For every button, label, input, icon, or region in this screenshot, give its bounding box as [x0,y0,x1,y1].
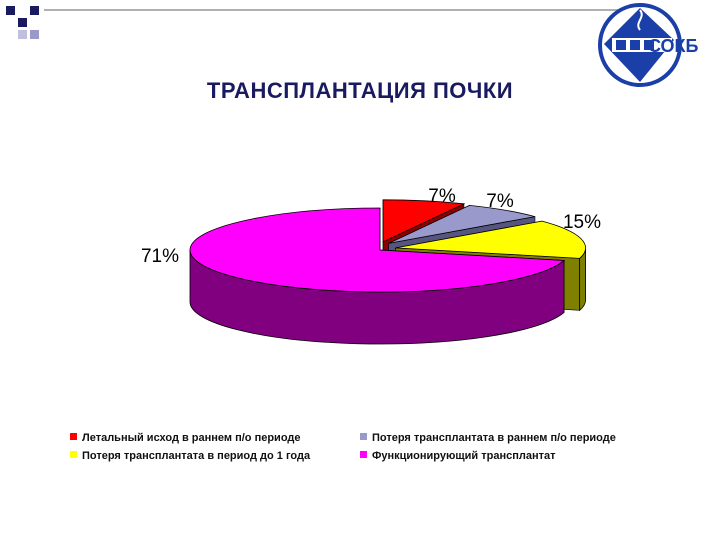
legend-item: Летальный исход в раннем п/о периоде [70,432,301,444]
decorative-squares [0,0,60,50]
pie-slice-4 [189,207,566,293]
pie-slice-2 [388,204,536,244]
logo-text: СОКБ [648,36,699,56]
legend-swatch [360,433,367,440]
legend-label: Летальный исход в раннем п/о периоде [82,432,301,444]
legend-label: Потеря трансплантата в период до 1 года [82,450,311,462]
legend-swatch [70,433,77,440]
legend-label: Функционирующий трансплантат [372,450,556,462]
pie-slice-1 [382,199,466,243]
data-label-4: 71% [141,246,179,267]
legend-item: Потеря трансплантата в период до 1 года [70,450,310,462]
legend-swatch [360,451,367,458]
legend-swatch [70,451,77,458]
data-label-3: 15% [563,212,601,233]
page-title: ТРАНСПЛАНТАЦИЯ ПОЧКИ [206,78,514,103]
data-label-2: 7% [486,191,514,212]
legend-item: Функционирующий трансплантат [360,450,556,462]
legend-item: Потеря трансплантата в раннем п/о период… [360,432,616,444]
data-label-1: 7% [428,186,456,207]
pie-slice-3 [395,220,586,259]
top-divider [44,9,640,11]
legend-label: Потеря трансплантата в раннем п/о период… [372,432,616,444]
sokb-logo: СОКБ [598,3,699,87]
